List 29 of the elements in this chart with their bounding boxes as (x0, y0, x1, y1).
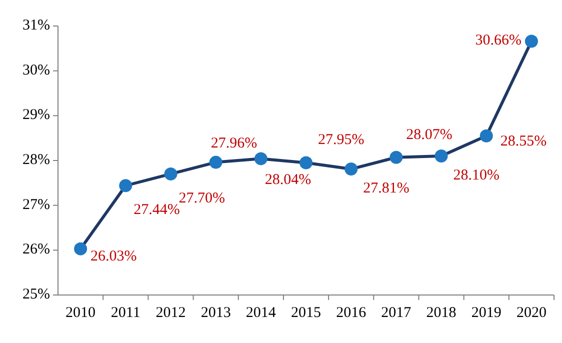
y-tick-label: 26% (22, 242, 50, 258)
x-tick-label: 2013 (200, 305, 231, 321)
x-tick-label: 2016 (336, 305, 367, 321)
x-tick-label: 2015 (291, 305, 321, 321)
y-tick-label: 30% (22, 62, 50, 78)
text: 27.44% (134, 202, 180, 218)
x-tick-label: 2018 (426, 305, 456, 321)
x-tick-label: 2012 (156, 305, 186, 321)
x-tick-label: 2017 (381, 305, 412, 321)
text: 28.04% (264, 172, 312, 188)
text: 27.81% (363, 180, 410, 196)
text: 27.96% (210, 136, 258, 152)
text: 28.10% (453, 167, 500, 184)
x-tick-label: 2014 (246, 305, 276, 321)
y-tick-label: 29% (22, 107, 50, 124)
y-tick-label: 25% (22, 286, 50, 302)
text: 28.55% (500, 133, 547, 150)
x-tick-label: 2020 (516, 305, 546, 321)
x-tick-label: 2019 (471, 305, 502, 321)
x-tick-label: 2010 (66, 305, 96, 321)
x-tick-label: 2011 (110, 305, 140, 321)
text: 30.66% (475, 32, 522, 49)
text: 26.03% (90, 248, 137, 264)
y-tick-label: 31% (22, 17, 50, 34)
text: 27.95% (318, 132, 364, 148)
y-tick-label: 28% (22, 152, 50, 168)
text: 27.70% (178, 190, 225, 206)
text: 28.07% (406, 126, 452, 143)
y-tick-label: 27% (22, 196, 50, 213)
